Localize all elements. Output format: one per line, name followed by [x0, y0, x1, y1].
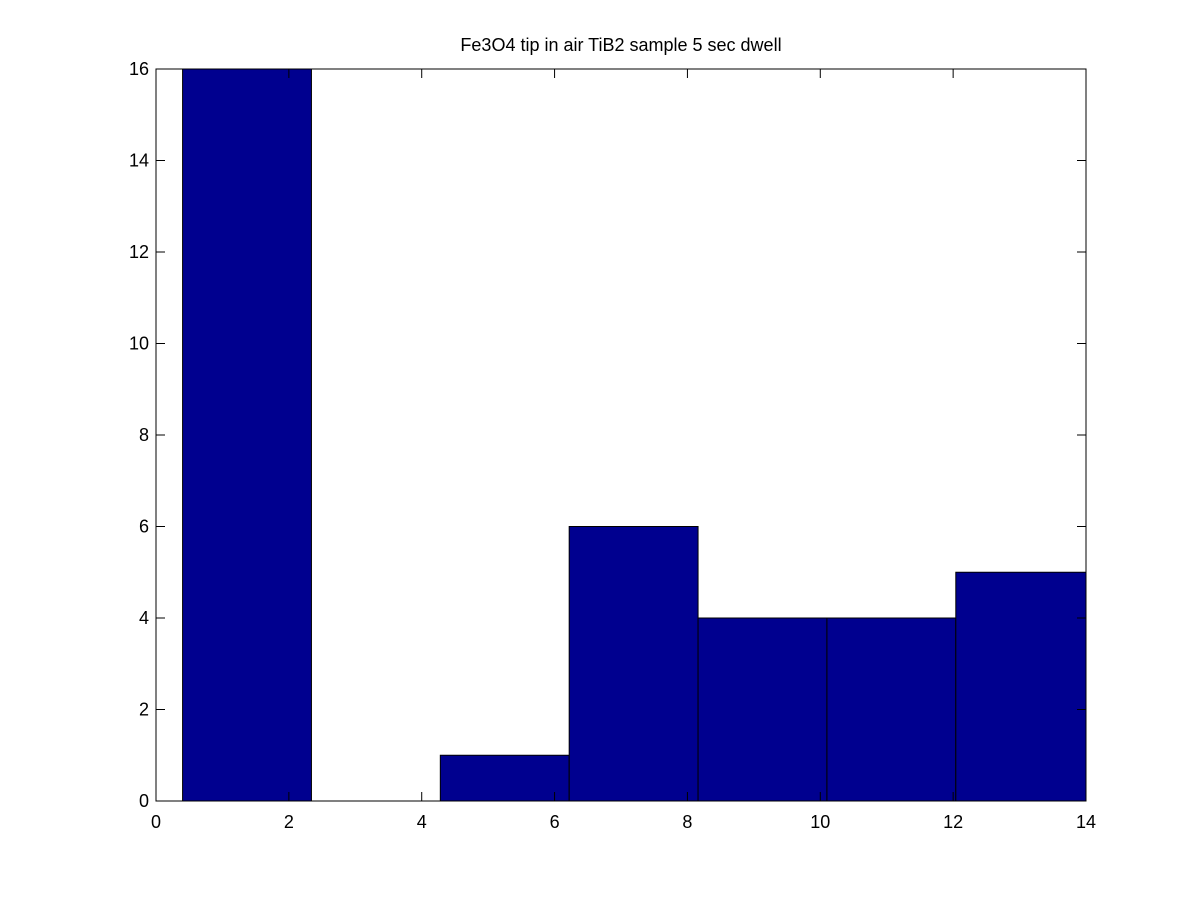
y-tick-label-4: 8	[139, 425, 149, 445]
histogram-bar-2	[439, 754, 570, 802]
x-tick-label-0: 0	[151, 812, 161, 832]
x-axis: 0 2 4 6 8 10 12 14	[151, 69, 1096, 832]
bars-layer	[182, 68, 1087, 802]
histogram-bar-3	[568, 526, 699, 802]
y-tick-label-3: 6	[139, 517, 149, 537]
x-tick-label-3: 6	[550, 812, 560, 832]
histogram-bar-0	[182, 68, 312, 802]
x-tick-label-6: 12	[943, 812, 963, 832]
chart-title: Fe3O4 tip in air TiB2 sample 5 sec dwell	[460, 35, 781, 55]
y-axis: 0 2 4 6 8 10 12 14 16	[129, 59, 1086, 811]
y-tick-label-0: 0	[139, 791, 149, 811]
y-tick-label-1: 2	[139, 700, 149, 720]
histogram-bar-6	[955, 571, 1087, 802]
x-tick-label-4: 8	[682, 812, 692, 832]
x-tick-label-2: 4	[417, 812, 427, 832]
y-tick-label-6: 12	[129, 242, 149, 262]
x-tick-label-7: 14	[1076, 812, 1096, 832]
y-tick-label-8: 16	[129, 59, 149, 79]
y-tick-label-2: 4	[139, 608, 149, 628]
y-tick-label-7: 14	[129, 151, 149, 171]
histogram-bar-4	[697, 617, 828, 802]
x-tick-label-5: 10	[810, 812, 830, 832]
x-tick-label-1: 2	[284, 812, 294, 832]
y-tick-label-5: 10	[129, 334, 149, 354]
histogram-bar-5	[826, 617, 957, 802]
